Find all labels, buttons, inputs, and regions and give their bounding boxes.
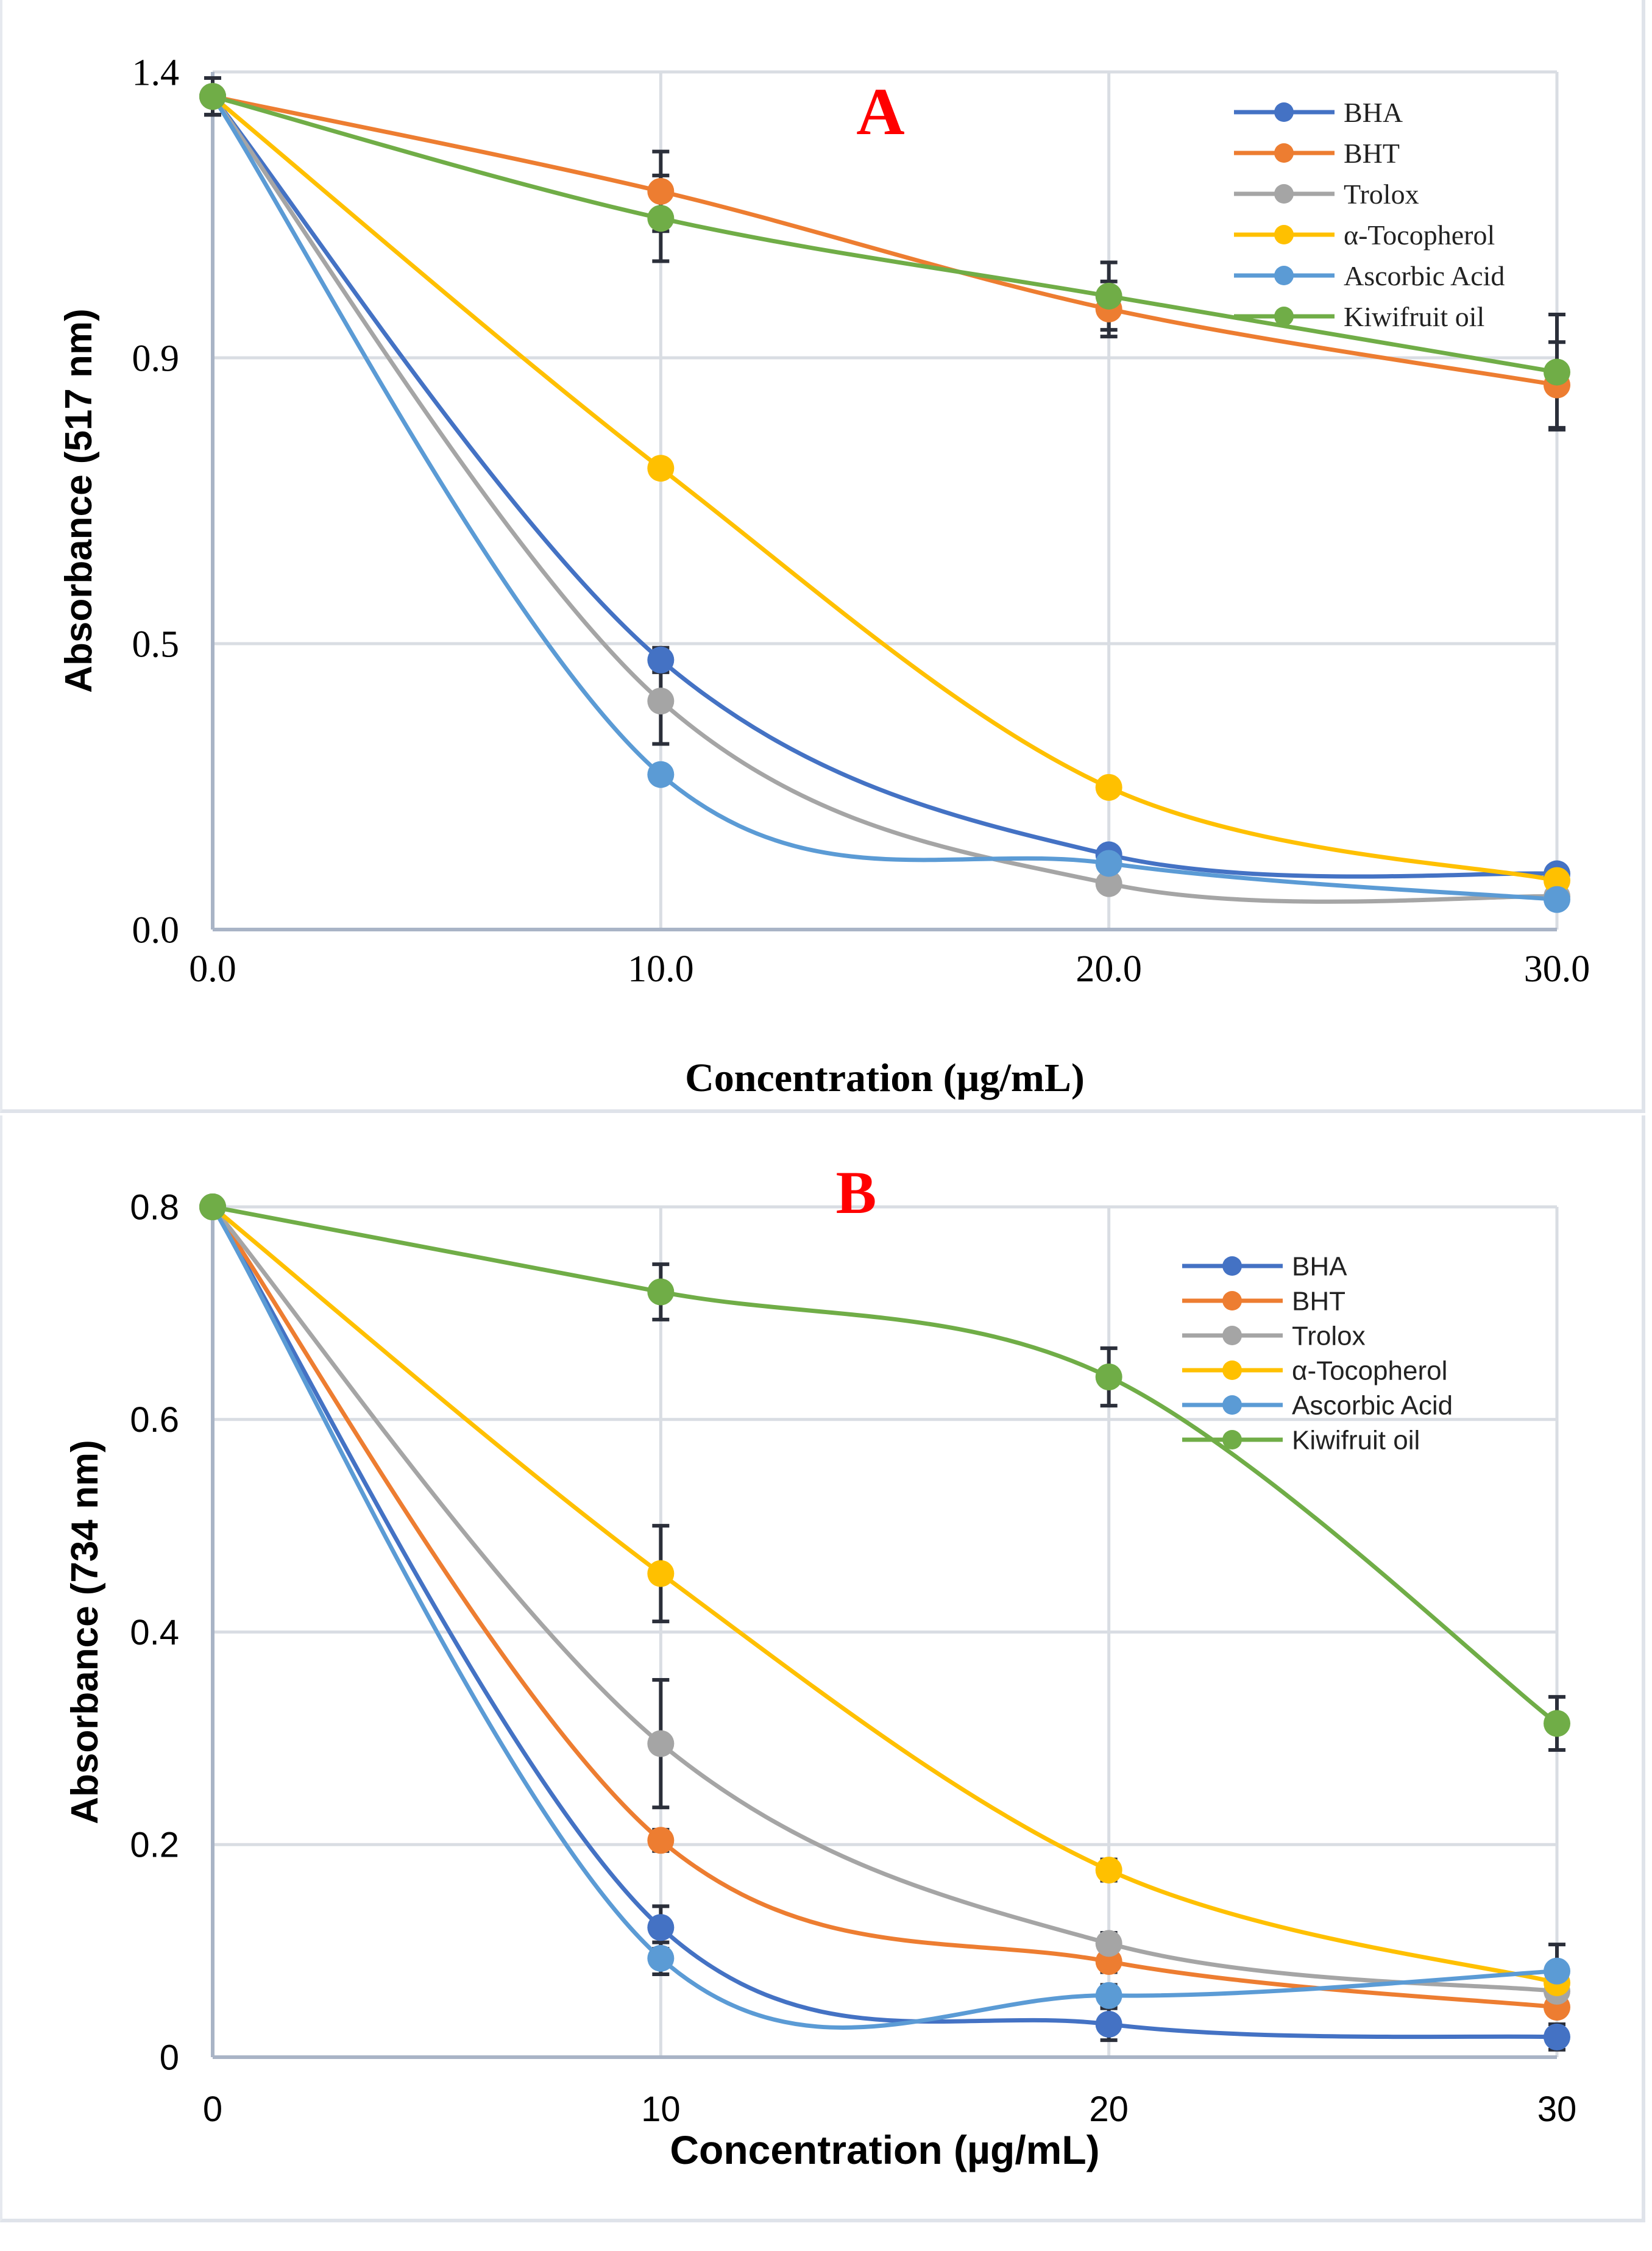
- data-point: [647, 177, 675, 205]
- y-axis-title: Absorbance (517 nm): [58, 308, 100, 693]
- legend-label: Ascorbic Acid: [1344, 260, 1505, 291]
- series-line: [211, 95, 1558, 904]
- series-line: [211, 1206, 1558, 2039]
- legend-label: Kiwifruit oil: [1292, 1425, 1420, 1455]
- x-tick-label: 20.0: [1076, 948, 1142, 990]
- y-tick-label: 0.8: [130, 1187, 179, 1227]
- legend-label: BHA: [1292, 1251, 1347, 1281]
- series-line: [211, 95, 1558, 902]
- data-point: [647, 455, 675, 482]
- data-point: [1095, 773, 1122, 801]
- x-tick-label: 0: [203, 2089, 222, 2129]
- legend-marker: [1222, 1430, 1242, 1449]
- y-tick-label: 0.4: [130, 1613, 179, 1652]
- series-line: [211, 94, 1558, 883]
- legend-label: Trolox: [1292, 1321, 1366, 1351]
- y-axis-title: Absorbance (734 nm): [64, 1440, 106, 1824]
- x-tick-label: 30: [1537, 2089, 1577, 2129]
- legend-label: BHT: [1292, 1286, 1345, 1316]
- x-tick-label: 0.0: [189, 948, 236, 990]
- panel-b: [0, 1115, 1645, 2222]
- panel-label: A: [856, 74, 904, 149]
- legend-marker: [1222, 1326, 1242, 1345]
- x-axis-title: Concentration (µg/mL): [670, 2127, 1099, 2172]
- data-point: [647, 205, 675, 232]
- data-point: [647, 1278, 675, 1306]
- series-line: [211, 95, 1558, 879]
- data-point: [1095, 1930, 1122, 1957]
- legend-marker: [1274, 102, 1294, 122]
- data-point: [199, 83, 226, 110]
- data-point: [1095, 282, 1122, 310]
- x-tick-label: 20: [1089, 2089, 1129, 2129]
- y-tick-label: 0.9: [132, 338, 180, 380]
- x-tick-label: 10: [641, 2089, 681, 2129]
- series-line: [211, 1205, 1558, 1985]
- legend-marker: [1274, 184, 1294, 204]
- series-line: [212, 94, 1558, 388]
- legend-marker: [1274, 143, 1294, 163]
- y-tick-label: 0.0: [132, 910, 180, 951]
- legend-marker: [1222, 1395, 1242, 1415]
- data-point: [1095, 1982, 1122, 2009]
- series-line: [210, 1206, 1558, 2030]
- x-tick-label: 30.0: [1524, 948, 1590, 990]
- data-point: [647, 1560, 675, 1587]
- legend-marker: [1222, 1360, 1242, 1380]
- data-point: [647, 646, 675, 674]
- legend-label: α-Tocopherol: [1344, 219, 1495, 251]
- data-point: [199, 1193, 226, 1220]
- data-point: [1544, 2023, 1570, 2050]
- data-point: [1544, 886, 1570, 913]
- y-tick-label: 1.4: [132, 52, 180, 94]
- x-axis-title: Concentration (µg/mL): [685, 1056, 1085, 1100]
- y-tick-label: 0.6: [130, 1400, 179, 1440]
- data-point: [1095, 1364, 1122, 1390]
- data-point: [1095, 870, 1122, 897]
- data-point: [647, 1944, 675, 1972]
- legend-marker: [1274, 266, 1294, 285]
- data-point: [1095, 2010, 1122, 2038]
- chart-a: 0.0 0.5 0.9 1.4 0.0 10.0 20.0 30.0 Concentration…: [58, 52, 1590, 1100]
- panel-label: B: [836, 1159, 877, 1226]
- series-line: [212, 1204, 1559, 1726]
- series-line: [212, 94, 1558, 374]
- legend-label: BHT: [1344, 138, 1400, 169]
- legend-label: Trolox: [1344, 179, 1419, 210]
- data-point: [1095, 1857, 1122, 1884]
- legend-label: BHA: [1344, 97, 1403, 128]
- legend-marker: [1222, 1256, 1242, 1276]
- chart-b: 0 0.2 0.4 0.6 0.8 0 10 20 30 Concentration (µg/mL…: [64, 1159, 1577, 2172]
- legend-label: Ascorbic Acid: [1292, 1390, 1453, 1420]
- data-point: [1544, 1957, 1570, 1985]
- data-point: [647, 1827, 675, 1854]
- series-line: [211, 1205, 1558, 1994]
- y-tick-label: 0.5: [132, 624, 180, 666]
- data-point: [647, 761, 675, 788]
- data-point: [647, 1730, 675, 1757]
- legend-marker: [1274, 225, 1294, 244]
- legend-label: Kiwifruit oil: [1344, 301, 1484, 332]
- y-tick-label: 0.2: [130, 1826, 179, 1865]
- legend-marker: [1274, 307, 1294, 326]
- legend-label: α-Tocopherol: [1292, 1356, 1447, 1385]
- x-tick-label: 10.0: [628, 948, 694, 990]
- data-point: [1544, 358, 1570, 386]
- panel-a: [0, 0, 1645, 1113]
- data-point: [1095, 850, 1122, 877]
- data-point: [1544, 867, 1570, 894]
- y-tick-label: 0: [160, 2038, 179, 2077]
- legend-marker: [1222, 1291, 1242, 1310]
- data-point: [1544, 1710, 1570, 1737]
- data-point: [647, 1914, 675, 1941]
- data-point: [647, 688, 675, 715]
